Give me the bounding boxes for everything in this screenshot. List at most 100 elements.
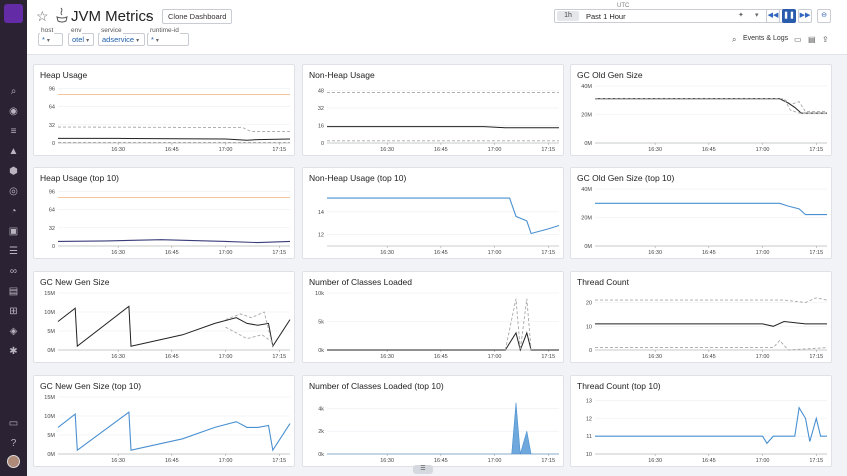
widget-card[interactable]: Number of Classes Loaded (top 10) 0k 2k 4k 1… xyxy=(302,375,564,467)
y-tick-label: 10 xyxy=(586,452,592,458)
series-line xyxy=(595,202,827,216)
avatar[interactable] xyxy=(7,455,20,468)
notebooks-icon[interactable]: ⊞ xyxy=(9,306,18,317)
monitors-icon[interactable]: ▣ xyxy=(8,226,19,237)
x-tick-label: 17:15 xyxy=(272,354,286,360)
clone-dashboard-button[interactable]: Clone Dashboard xyxy=(162,9,233,24)
x-tick-label: 17:00 xyxy=(756,250,770,256)
time-range-label: Past 1 Hour xyxy=(586,12,626,21)
chart-svg: 0k 5k 10k 16:30 16:45 17:00 17:15 xyxy=(315,291,559,360)
binoculars-icon[interactable]: ◉ xyxy=(9,106,18,117)
security-icon[interactable]: ◈ xyxy=(9,326,18,337)
watchdog-icon[interactable]: ◔ xyxy=(10,206,17,217)
timezone-label: UTC xyxy=(617,3,630,9)
chart-svg: 10 11 12 13 16:30 16:45 17:00 17:15 xyxy=(586,399,827,464)
chat-icon[interactable]: ▭ xyxy=(8,418,19,429)
x-tick-label: 16:45 xyxy=(702,354,716,360)
widget-card[interactable]: Thread Count (top 10) 10 11 12 13 16:30 16:45 1… xyxy=(570,375,832,467)
widget-card[interactable]: Thread Count 0 10 20 16:30 16:45 17:00 17:15 xyxy=(570,271,832,363)
tv-mode-icon[interactable]: ▭ xyxy=(794,35,802,44)
x-tick-label: 16:45 xyxy=(702,250,716,256)
x-tick-label: 16:30 xyxy=(648,147,662,153)
x-tick-label: 16:45 xyxy=(434,147,448,153)
chevron-down-icon: ▾ xyxy=(155,38,159,44)
page-title: JVM Metrics xyxy=(71,8,154,25)
apm-icon[interactable]: ◎ xyxy=(9,186,18,197)
zoom-out-icon[interactable]: ⊖ xyxy=(817,9,831,23)
synthetics-icon[interactable]: ✱ xyxy=(9,346,18,357)
x-tick-label: 16:30 xyxy=(380,458,394,464)
series-line xyxy=(327,197,560,235)
x-tick-label: 16:30 xyxy=(380,250,394,256)
x-tick-label: 16:45 xyxy=(165,250,179,256)
forward-button[interactable]: ▶▶ xyxy=(798,9,812,23)
widget-card[interactable]: Number of Classes Loaded 0k 5k 10k 16:30 16:4… xyxy=(302,271,564,363)
datadog-logo[interactable] xyxy=(4,4,23,23)
widget-card[interactable]: Non-Heap Usage (top 10) 12 14 16:30 16:45 17:… xyxy=(302,167,564,259)
search-icon[interactable]: ⌕ xyxy=(732,35,737,44)
y-tick-label: 10k xyxy=(315,291,324,297)
chart-svg: 0 10 20 16:30 16:45 17:00 17:15 xyxy=(586,297,828,360)
series-line xyxy=(595,98,827,114)
widget-card[interactable]: Heap Usage 0 32 64 96 16:30 16:45 17:00 17:15 xyxy=(33,64,295,156)
x-tick-label: 17:15 xyxy=(809,354,823,360)
chevron-down-icon[interactable]: ▾ xyxy=(755,12,759,19)
y-tick-label: 15M xyxy=(44,395,55,401)
search-icon[interactable]: ⌕ xyxy=(10,86,17,97)
favorite-star-icon[interactable]: ☆ xyxy=(36,8,49,24)
y-tick-label: 15M xyxy=(44,291,55,297)
y-tick-label: 20 xyxy=(586,301,592,307)
network-icon[interactable]: ▤ xyxy=(8,286,19,297)
widget-card[interactable]: GC New Gen Size 0M 5M 10M 15M 16:30 16:45 17:00… xyxy=(33,271,295,363)
settings-icon[interactable]: ▤ xyxy=(808,35,816,44)
widget-card[interactable]: GC New Gen Size (top 10) 0M 5M 10M 15M 16:30 1… xyxy=(33,375,295,467)
series-line xyxy=(327,331,559,352)
widget-card[interactable]: GC Old Gen Size 0M 20M 40M 16:30 16:45 17:00 17… xyxy=(570,64,832,156)
x-tick-label: 17:00 xyxy=(488,458,502,464)
chart-svg: 0 32 64 96 16:30 16:45 17:00 17:15 xyxy=(49,86,291,153)
list-icon[interactable]: ≡ xyxy=(10,126,17,137)
x-tick-label: 16:45 xyxy=(434,354,448,360)
pause-button[interactable]: ❚❚ xyxy=(782,9,796,23)
y-tick-label: 0k xyxy=(318,452,324,458)
time-selector[interactable]: 1h Past 1 Hour ✦ ▾ xyxy=(554,9,787,23)
java-logo-icon xyxy=(56,7,68,23)
pin-icon[interactable]: ✦ xyxy=(738,12,744,19)
y-tick-label: 0M xyxy=(584,244,592,250)
template-var-value: * xyxy=(151,35,154,44)
template-var-value: otel xyxy=(72,35,85,44)
x-tick-label: 17:15 xyxy=(541,147,555,153)
logs-icon[interactable]: ∞ xyxy=(9,266,18,277)
chart-svg: 0k 2k 4k 16:30 16:45 17:00 17:15 xyxy=(318,402,559,464)
template-var-label: runtime-id xyxy=(149,27,180,34)
widget-card[interactable]: GC Old Gen Size (top 10) 0M 20M 40M 16:30 16:… xyxy=(570,167,832,259)
infrastructure-icon[interactable]: ⬢ xyxy=(9,166,18,177)
dashboards-icon[interactable]: ▲ xyxy=(8,146,19,157)
y-tick-label: 10 xyxy=(586,324,592,330)
y-tick-label: 12 xyxy=(318,233,324,239)
x-tick-label: 17:00 xyxy=(219,147,233,153)
y-tick-label: 5k xyxy=(318,320,324,326)
integrations-icon[interactable]: ☰ xyxy=(9,246,18,257)
help-icon[interactable]: ? xyxy=(10,438,17,449)
x-tick-label: 17:00 xyxy=(219,354,233,360)
widget-card[interactable]: Heap Usage (top 10) 0 32 64 96 16:30 16:45 17:0… xyxy=(33,167,295,259)
chevron-down-icon[interactable]: ⌄ xyxy=(144,10,153,21)
x-tick-label: 17:00 xyxy=(219,250,233,256)
widget-title: Number of Classes Loaded (top 10) xyxy=(309,381,444,391)
y-tick-label: 40M xyxy=(581,84,592,90)
grid-handle-icon[interactable]: ☰ xyxy=(413,465,433,474)
widget-card[interactable]: Non-Heap Usage 0 16 32 48 16:30 16:45 17:00 17:1… xyxy=(302,64,564,156)
chart-svg: 0 32 64 96 16:30 16:45 17:00 17:15 xyxy=(49,189,291,256)
x-tick-label: 16:30 xyxy=(111,354,125,360)
x-tick-label: 16:30 xyxy=(111,458,125,464)
x-tick-label: 16:30 xyxy=(380,147,394,153)
rewind-button[interactable]: ◀◀ xyxy=(766,9,780,23)
events-logs-button[interactable]: Events & Logs xyxy=(743,35,789,42)
x-tick-label: 17:15 xyxy=(809,458,823,464)
left-nav: ⌕ ◉ ≡ ▲ ⬢ ◎ ◔ ▣ ☰ ∞ ▤ ⊞ ◈ ✱ ▭ ? xyxy=(0,0,27,476)
export-icon[interactable]: ⇪ xyxy=(822,35,829,44)
widget-title: GC New Gen Size xyxy=(40,277,110,287)
widget-title: Non-Heap Usage (top 10) xyxy=(309,173,407,183)
